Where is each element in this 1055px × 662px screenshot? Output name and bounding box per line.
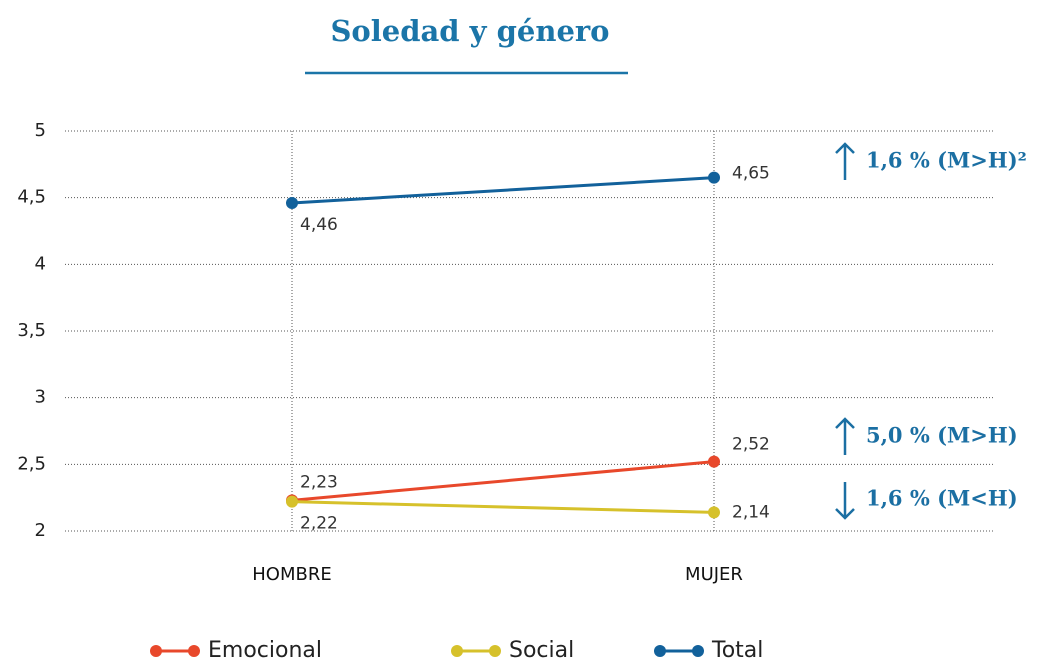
series-line: [291, 460, 715, 502]
data-point: [708, 455, 720, 468]
chart-title: Soledad y género: [330, 14, 609, 48]
legend-label: Total: [711, 638, 763, 662]
legend-label: Social: [509, 638, 574, 662]
series-line: [291, 500, 715, 514]
legend-dot: [150, 645, 162, 657]
legend-dot: [451, 645, 463, 657]
data-label: 2,23: [300, 472, 338, 492]
data-point: [286, 197, 298, 209]
annotation-arrow: [835, 417, 855, 455]
data-point: [708, 506, 720, 519]
y-tick-label: 4,5: [17, 187, 46, 208]
y-tick-label: 4: [35, 253, 46, 274]
series-line: [291, 176, 715, 205]
data-label: 2,22: [300, 514, 338, 534]
annotation-arrow: [835, 142, 855, 180]
data-label: 4,46: [300, 215, 338, 235]
annotation: 1,6 % (M<H): [866, 486, 1018, 511]
legend-label: Emocional: [208, 638, 322, 662]
x-tick-label: MUJER: [685, 564, 743, 585]
data-point: [286, 495, 298, 508]
y-tick-label: 2: [35, 520, 46, 541]
y-tick-label: 5: [35, 120, 46, 141]
annotation: 1,6 % (M>H)²: [866, 148, 1027, 173]
y-tick-label: 3,5: [17, 320, 46, 341]
annotation: 5,0 % (M>H): [866, 423, 1018, 448]
data-label: 2,52: [732, 435, 770, 455]
annotation-arrow: [835, 482, 855, 520]
data-label: 4,65: [732, 164, 770, 184]
legend-dot: [692, 645, 704, 657]
y-tick-label: 2,5: [17, 453, 46, 474]
data-label: 2,14: [732, 502, 770, 522]
legend-dot: [654, 645, 666, 657]
legend-dot: [489, 645, 501, 657]
data-point: [708, 171, 720, 184]
x-tick-label: HOMBRE: [252, 564, 331, 585]
y-tick-label: 3: [35, 387, 46, 408]
legend-dot: [188, 645, 200, 657]
